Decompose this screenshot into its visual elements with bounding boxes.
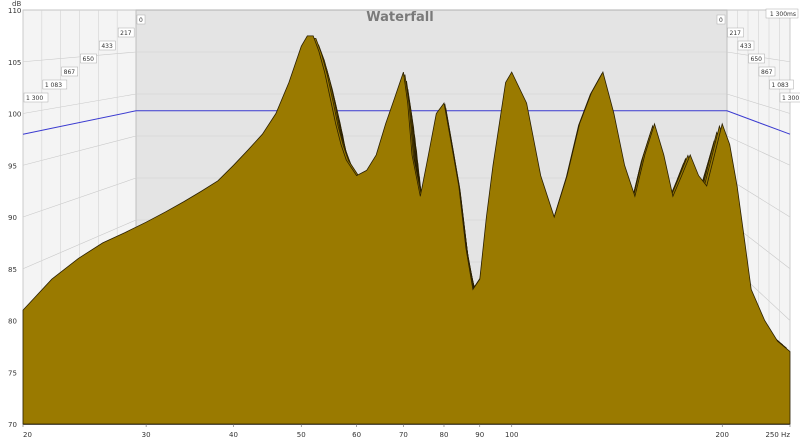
x-tick-label: 90 <box>475 431 484 439</box>
time-label-right: 1 083 <box>772 82 789 89</box>
y-tick-label: 95 <box>8 162 17 170</box>
time-label-right-box <box>779 92 800 103</box>
y-tick-label: 110 <box>8 7 21 15</box>
time-label-right-box <box>737 40 755 51</box>
time-label-left: 1 300 <box>26 95 43 102</box>
time-label-right: 217 <box>730 30 742 37</box>
y-tick-label: 100 <box>8 111 21 119</box>
time-label-left-box <box>23 92 49 103</box>
time-label-right: 650 <box>751 56 763 63</box>
x-tick-label: 60 <box>352 431 361 439</box>
y-axis-unit-label: dB <box>12 0 21 8</box>
time-label-left: 650 <box>83 56 95 63</box>
time-label-left-box <box>99 40 116 51</box>
waterfall-slices <box>22 35 791 425</box>
time-label-left: 217 <box>120 30 132 37</box>
time-unit-label-box <box>765 8 799 19</box>
time-label-right-box <box>716 14 726 25</box>
y-tick-label: 85 <box>8 266 17 274</box>
x-tick-label: 40 <box>229 431 238 439</box>
x-tick-label: 70 <box>399 431 408 439</box>
time-label-right-box <box>748 53 765 64</box>
time-label-right-box <box>758 66 776 77</box>
time-label-left: 867 <box>64 69 76 76</box>
time-unit-label: 1 300ms <box>770 11 796 18</box>
x-tick-label: 20 <box>23 431 32 439</box>
time-label-left: 1 083 <box>45 82 62 89</box>
time-label-left-box <box>61 66 78 77</box>
time-label-left-box <box>42 79 68 90</box>
time-label-right: 867 <box>761 69 773 76</box>
x-tick-label: 30 <box>142 431 151 439</box>
time-label-right-box <box>727 27 744 38</box>
time-label-left-box <box>136 14 146 25</box>
x-tick-label: 50 <box>297 431 306 439</box>
chart-title: Waterfall <box>366 10 433 25</box>
time-label-right: 433 <box>740 43 752 50</box>
y-tick-label: 90 <box>8 214 17 222</box>
chart-axes: 70 75 80 85 90 95 100 105 110 20 30 40 50 60 70 80 90 100… <box>8 7 800 439</box>
time-label-left: 433 <box>101 43 113 50</box>
waterfall-slice-0 <box>22 35 791 425</box>
x-tick-label: 200 <box>716 431 729 439</box>
x-tick-label: 100 <box>505 431 518 439</box>
time-label-left: 0 <box>139 17 143 24</box>
y-tick-label: 75 <box>8 369 17 377</box>
time-label-left-box <box>117 27 135 38</box>
time-label-right: 1 300 <box>782 95 799 102</box>
reference-level-line <box>22 110 791 135</box>
y-tick-label: 80 <box>8 318 17 326</box>
x-tick-label: 80 <box>440 431 449 439</box>
y-tick-label: 70 <box>8 421 17 429</box>
time-label-right-box <box>769 79 794 90</box>
time-label-right: 0 <box>719 17 723 24</box>
x-tick-label: 250 Hz <box>765 431 790 439</box>
y-tick-label: 105 <box>8 59 21 67</box>
time-label-left-box <box>80 53 97 64</box>
